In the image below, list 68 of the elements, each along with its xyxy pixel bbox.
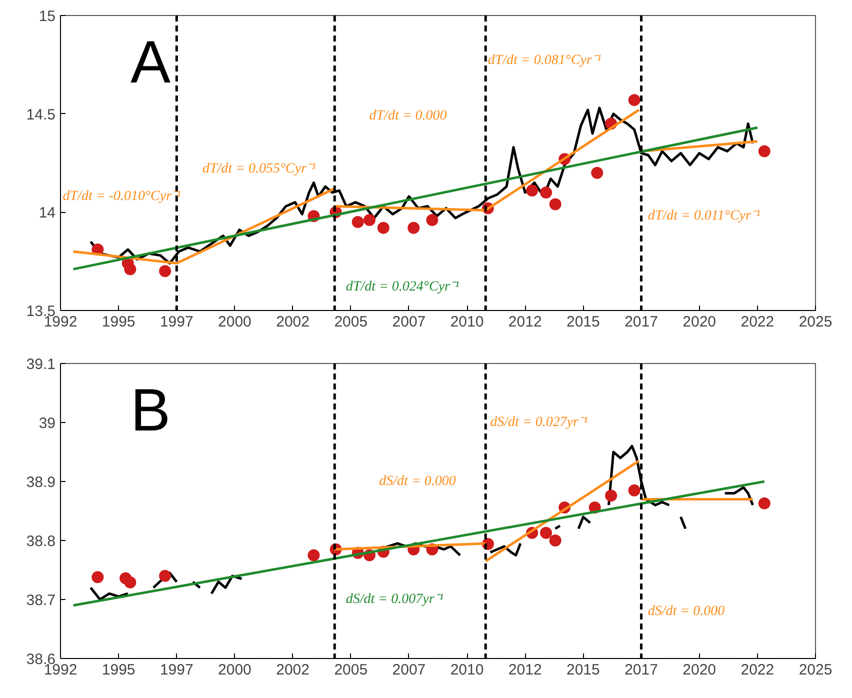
point [159, 265, 172, 278]
x-tick-label: 1995 [102, 314, 136, 330]
annotation: dS/dt = 0.027yr⁻¹ [490, 415, 588, 430]
x-tick-label: 2012 [508, 314, 542, 330]
y-tick-label: 38.7 [26, 592, 56, 609]
x-tick-label: 2002 [276, 662, 310, 678]
point [591, 166, 604, 179]
point [540, 526, 552, 539]
point [124, 576, 136, 588]
point [628, 484, 640, 496]
point [377, 222, 390, 234]
x-tick-label: 1997 [160, 662, 194, 678]
x-tick-label: 2012 [508, 662, 542, 678]
y-tick-label: 39 [38, 415, 56, 432]
point [540, 186, 552, 198]
point [758, 497, 770, 510]
x-tick-label: 1995 [102, 662, 136, 678]
x-tick-label: 2005 [334, 314, 368, 330]
point [124, 263, 136, 276]
x-tick-label: 2025 [798, 662, 832, 678]
point [549, 198, 562, 210]
y-tick-label: 15 [38, 8, 56, 25]
y-tick-label: 14 [38, 204, 56, 222]
x-tick-label: 2025 [798, 314, 832, 330]
point [408, 222, 420, 234]
x-tick-label: 2015 [566, 314, 600, 330]
y-tick-label: 38.8 [26, 533, 56, 550]
x-tick-label: 2002 [276, 314, 310, 330]
point [159, 570, 172, 582]
x-tick-label: 2020 [682, 662, 716, 678]
y-tick-label: 39.1 [26, 356, 56, 373]
x-tick-label: 1997 [160, 314, 194, 330]
annotation: dT/dt = 0.055°Cyr⁻¹ [202, 161, 316, 176]
point [605, 490, 618, 502]
y-tick-label: 14.5 [26, 106, 56, 124]
x-tick-label: 2000 [218, 314, 252, 330]
chart-title: B [130, 376, 171, 444]
annotation: dS/dt = 0.007yr⁻¹ [346, 592, 444, 607]
annotation: dS/dt = 0.000 [648, 604, 725, 619]
annotation: dS/dt = 0.000 [379, 474, 456, 489]
point [92, 571, 104, 584]
y-tick-label: 38.9 [26, 474, 56, 491]
point [426, 214, 438, 226]
point [308, 549, 320, 562]
x-tick-label: 2000 [218, 662, 252, 678]
point [628, 94, 640, 106]
x-tick-label: 2017 [624, 662, 658, 678]
x-tick-label: 2022 [740, 314, 774, 330]
x-tick-label: 2010 [450, 314, 484, 330]
x-tick-label: 2005 [334, 662, 368, 678]
point [758, 145, 770, 158]
x-tick-label: 2017 [624, 314, 658, 330]
point [363, 214, 376, 226]
x-tick-label: 2022 [740, 662, 774, 678]
point [549, 534, 562, 546]
annotation: dT/dt = -0.010°Cyr⁻¹ [62, 188, 181, 204]
annotation: dT/dt = 0.000 [369, 108, 447, 124]
x-tick-label: 2007 [392, 662, 426, 678]
x-tick-label: 2020 [682, 314, 716, 330]
x-tick-label: 2007 [392, 314, 426, 330]
annotation: dT/dt = 0.024°Cyr⁻¹ [346, 279, 460, 294]
point [526, 184, 538, 197]
x-tick-label: 2015 [566, 662, 600, 678]
annotation: dT/dt = 0.011°Cyr⁻¹ [648, 208, 760, 224]
x-tick-label: 2010 [450, 662, 484, 678]
point [352, 216, 364, 228]
annotation: dT/dt = 0.081°Cyr⁻¹ [488, 53, 602, 68]
chart-title: A [130, 28, 171, 96]
